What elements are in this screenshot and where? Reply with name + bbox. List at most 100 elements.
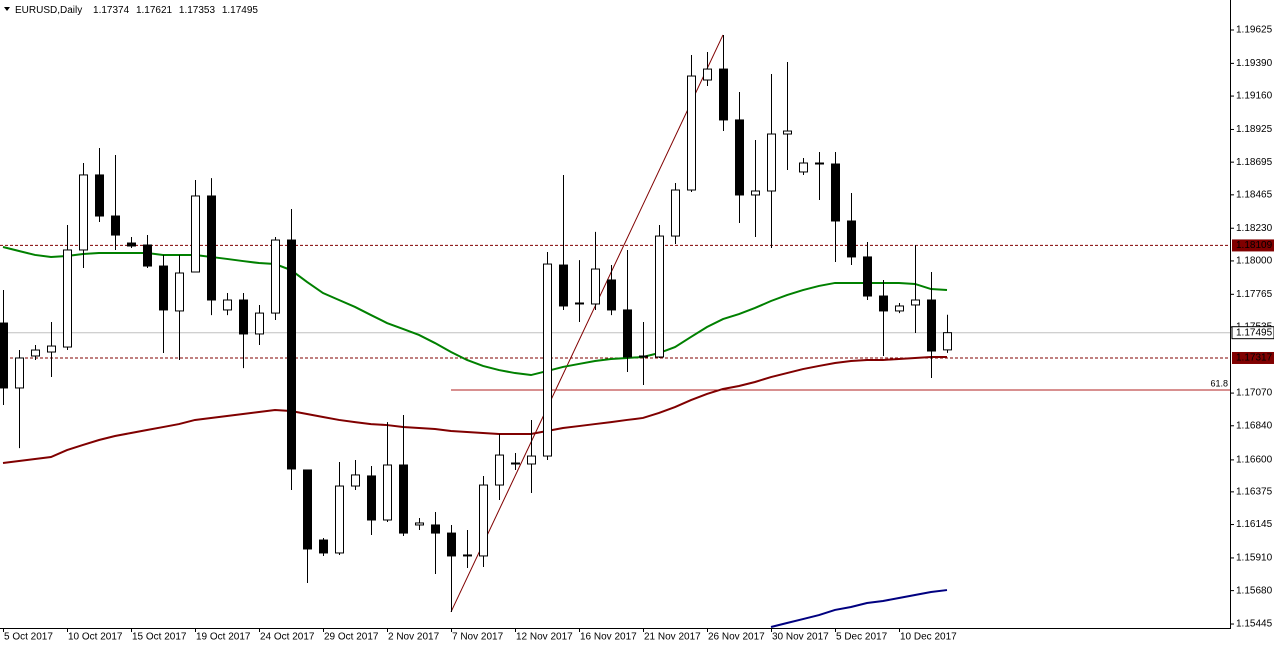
candle-body <box>767 133 776 192</box>
candle <box>687 54 696 192</box>
candle <box>255 304 264 346</box>
candle-body <box>895 305 904 312</box>
candle <box>895 302 904 314</box>
candle <box>943 314 952 353</box>
candle-body <box>0 322 8 389</box>
candle <box>847 192 856 266</box>
candle <box>719 34 728 132</box>
y-tick-label: 1.15910 <box>1236 553 1273 564</box>
x-tick-label: 10 Dec 2017 <box>900 632 957 643</box>
candle <box>575 260 584 323</box>
candle <box>399 414 408 537</box>
candle-body <box>831 163 840 222</box>
y-tick-label: 1.19160 <box>1236 91 1273 102</box>
candle-body <box>255 312 264 335</box>
x-tick-label: 12 Nov 2017 <box>516 632 573 643</box>
x-tick-label: 26 Nov 2017 <box>708 632 765 643</box>
candle <box>639 322 648 385</box>
candle-body <box>415 522 424 526</box>
header-high: 1.17621 <box>136 5 173 16</box>
chart-header: EURUSD,Daily 1.17374 1.17621 1.17353 1.1… <box>15 5 258 16</box>
candle <box>367 465 376 536</box>
y-tick-label: 1.16145 <box>1236 519 1273 530</box>
candle <box>655 224 664 358</box>
candle <box>831 152 840 263</box>
price-tag <box>1231 326 1274 340</box>
candle-body <box>735 119 744 196</box>
candle-body <box>335 485 344 554</box>
candle-body <box>847 220 856 258</box>
candle <box>223 293 232 316</box>
candle-body <box>575 302 584 305</box>
candle-body <box>319 539 328 554</box>
candle-body <box>751 190 760 196</box>
price-tag <box>1232 239 1274 252</box>
candle <box>799 158 808 175</box>
candle <box>431 512 440 574</box>
candle-body <box>671 189 680 237</box>
candle-body <box>543 263 552 457</box>
candle <box>95 147 104 222</box>
candle <box>463 529 472 569</box>
x-tick-label: 7 Nov 2017 <box>452 632 504 643</box>
chart-title: EURUSD,Daily <box>15 5 82 16</box>
candle <box>815 152 824 200</box>
x-tick-label: 30 Nov 2017 <box>772 632 829 643</box>
candle <box>543 251 552 461</box>
candle-body <box>79 174 88 251</box>
candle-body <box>47 345 56 353</box>
candle-body <box>815 162 824 165</box>
y-tick-label: 1.19625 <box>1236 25 1273 36</box>
candle-body <box>63 249 72 348</box>
candle-body <box>271 239 280 314</box>
candle-body <box>703 68 712 81</box>
candle <box>0 290 8 406</box>
candle <box>767 74 776 248</box>
x-tick-label: 5 Oct 2017 <box>4 632 53 643</box>
y-tick-label: 1.16840 <box>1236 420 1273 431</box>
candle-body <box>351 474 360 487</box>
candle-body <box>223 299 232 311</box>
y-tick-label: 1.16375 <box>1236 486 1273 497</box>
candle <box>159 254 168 354</box>
candle <box>111 155 120 250</box>
moving-average <box>770 589 948 628</box>
price-tag-label: 1.17495 <box>1236 327 1273 338</box>
y-tick-label: 1.17765 <box>1236 289 1273 300</box>
candle <box>703 52 712 86</box>
price-tag-label: 1.18109 <box>1236 240 1273 251</box>
y-tick-label: 1.19390 <box>1236 58 1273 69</box>
y-tick-label: 1.18000 <box>1236 256 1273 267</box>
candle <box>63 224 72 351</box>
candle <box>751 139 760 238</box>
header-low: 1.17353 <box>179 5 216 16</box>
price-tag <box>1232 351 1274 364</box>
candle-body <box>239 299 248 335</box>
y-tick-label: 1.18230 <box>1236 223 1273 234</box>
candle-body <box>463 554 472 557</box>
candle <box>143 235 152 269</box>
candle-body <box>383 464 392 521</box>
x-tick-label: 10 Oct 2017 <box>68 632 123 643</box>
fib-label: 61.8 <box>1210 378 1228 388</box>
candle-body <box>207 195 216 301</box>
candle-body <box>111 215 120 236</box>
candle-body <box>639 355 648 358</box>
x-tick-label: 19 Oct 2017 <box>196 632 251 643</box>
candle-body <box>127 242 136 247</box>
candle-body <box>927 299 936 352</box>
header-close: 1.17495 <box>222 5 259 16</box>
candle <box>927 272 936 379</box>
candle-body <box>687 75 696 191</box>
x-tick-label: 21 Nov 2017 <box>644 632 701 643</box>
candle <box>207 178 216 316</box>
candle-body <box>303 469 312 550</box>
y-tick-label: 1.18925 <box>1236 124 1273 135</box>
candle <box>911 245 920 333</box>
candle-body <box>943 332 952 351</box>
candle <box>495 434 504 500</box>
candle <box>191 180 200 273</box>
candle <box>239 293 248 369</box>
candle <box>623 249 632 373</box>
